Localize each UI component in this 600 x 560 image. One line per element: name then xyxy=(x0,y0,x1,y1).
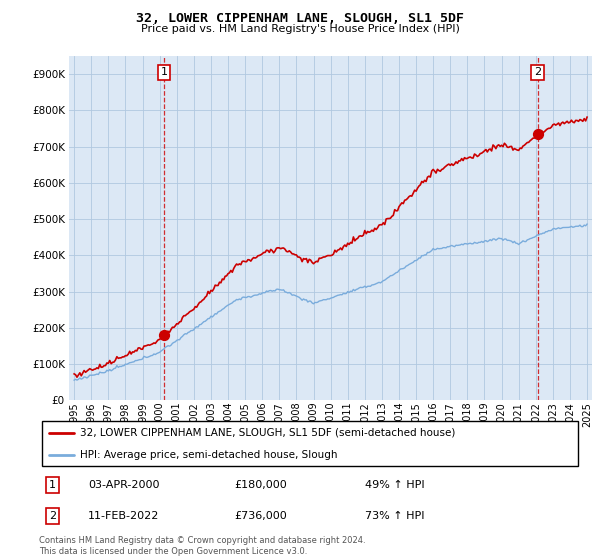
Text: 73% ↑ HPI: 73% ↑ HPI xyxy=(365,511,424,521)
Point xyxy=(533,129,542,138)
Text: Contains HM Land Registry data © Crown copyright and database right 2024.
This d: Contains HM Land Registry data © Crown c… xyxy=(39,536,365,556)
Text: Price paid vs. HM Land Registry's House Price Index (HPI): Price paid vs. HM Land Registry's House … xyxy=(140,24,460,34)
FancyBboxPatch shape xyxy=(42,422,578,466)
Text: £180,000: £180,000 xyxy=(235,480,287,490)
Point xyxy=(159,330,169,339)
Text: £736,000: £736,000 xyxy=(235,511,287,521)
Text: 1: 1 xyxy=(49,480,56,490)
Text: 32, LOWER CIPPENHAM LANE, SLOUGH, SL1 5DF (semi-detached house): 32, LOWER CIPPENHAM LANE, SLOUGH, SL1 5D… xyxy=(80,428,455,438)
Text: 2: 2 xyxy=(534,67,541,77)
Text: 1: 1 xyxy=(160,67,167,77)
Text: 32, LOWER CIPPENHAM LANE, SLOUGH, SL1 5DF: 32, LOWER CIPPENHAM LANE, SLOUGH, SL1 5D… xyxy=(136,12,464,25)
Text: 2: 2 xyxy=(49,511,56,521)
Text: HPI: Average price, semi-detached house, Slough: HPI: Average price, semi-detached house,… xyxy=(80,450,337,460)
Text: 03-APR-2000: 03-APR-2000 xyxy=(88,480,160,490)
Text: 49% ↑ HPI: 49% ↑ HPI xyxy=(365,480,424,490)
Text: 11-FEB-2022: 11-FEB-2022 xyxy=(88,511,159,521)
